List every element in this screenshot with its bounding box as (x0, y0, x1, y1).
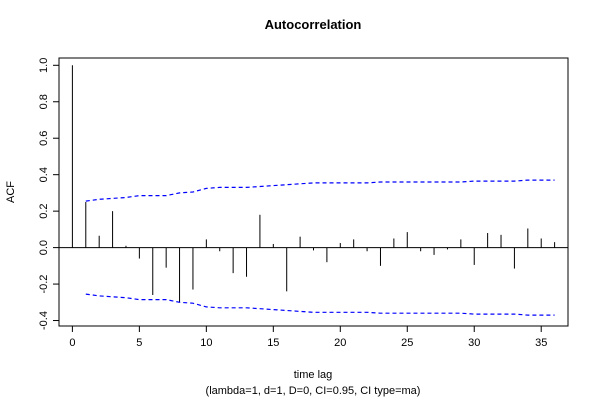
chart-title: Autocorrelation (265, 17, 362, 32)
x-tick-label: 0 (69, 337, 75, 349)
x-tick-label: 15 (267, 337, 279, 349)
x-tick-label: 10 (200, 337, 212, 349)
ci-lower-line (85, 293, 555, 316)
y-tick-label: 0.0 (38, 240, 50, 255)
y-tick-label: 0.6 (38, 131, 50, 146)
x-tick-label: 20 (334, 337, 346, 349)
x-tick-label: 5 (136, 337, 142, 349)
x-tick-label: 25 (401, 337, 413, 349)
x-tick-label: 35 (535, 337, 547, 349)
y-tick-label: 0.4 (38, 167, 50, 182)
y-tick-label: 1.0 (38, 58, 50, 73)
plot-box (58, 57, 569, 327)
y-tick-label: 0.8 (38, 94, 50, 109)
x-tick-label: 30 (468, 337, 480, 349)
y-tick-label: 0.2 (38, 203, 50, 218)
ci-upper-line (85, 179, 555, 202)
y-tick-label: -0.4 (38, 311, 50, 330)
y-tick-label: -0.2 (38, 275, 50, 294)
chart-marks: 0 5 10 15 20 25 30 35 -0.4 -0.2 0.0 0.2 0.4 0.6 0.8 1.0 (38, 58, 568, 349)
x-axis-subtitle: (lambda=1, d=1, D=0, CI=0.95, CI type=ma… (206, 385, 421, 397)
x-axis-label: time lag (294, 369, 333, 381)
y-axis-label: ACF (5, 181, 17, 203)
